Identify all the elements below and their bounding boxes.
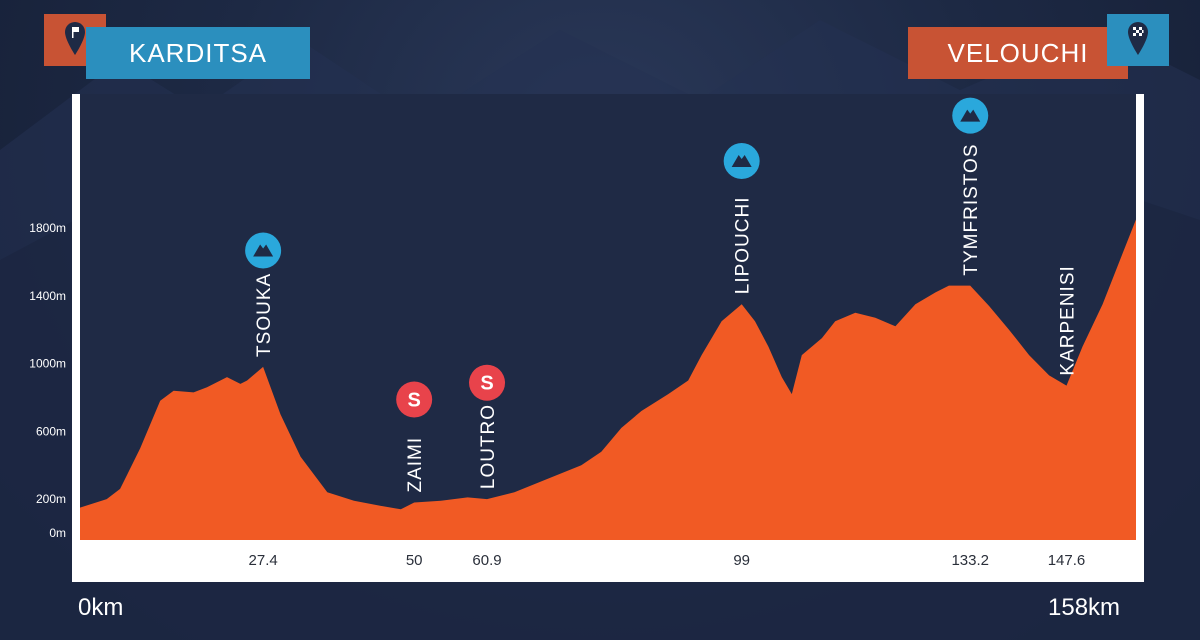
place-label-loutro: LOUTRO xyxy=(478,404,499,489)
sprint-icon xyxy=(469,364,506,401)
finish-town-label: VELOUCHI xyxy=(908,27,1128,79)
y-tick-label: 0m xyxy=(49,526,66,540)
mountain-icon xyxy=(731,155,752,168)
sprint-icon xyxy=(396,381,433,418)
place-label-zaimi: ZAIMI xyxy=(405,437,426,493)
start-distance-label: 0km xyxy=(78,594,124,621)
mountain-icon xyxy=(960,109,981,122)
x-tick-label: 147.6 xyxy=(1048,552,1086,569)
x-tick-label: 50 xyxy=(406,552,423,569)
x-tick-label: 27.4 xyxy=(249,552,278,569)
x-tick-label: 99 xyxy=(733,552,750,569)
place-label-karpenisi: KARPENISI xyxy=(1057,265,1078,375)
start-town-label: KARDITSA xyxy=(86,27,310,79)
y-tick-label: 200m xyxy=(36,492,66,506)
sprint-icon-letter: S xyxy=(480,373,493,395)
place-label-lipouchi: LIPOUCHI xyxy=(733,197,754,295)
start-flag-icon xyxy=(65,22,85,55)
elevation-profile-area xyxy=(80,219,1136,540)
y-tick-label: 1000m xyxy=(29,357,66,371)
y-tick-label: 1800m xyxy=(29,221,66,235)
finish-checkered-flag-icon xyxy=(1128,22,1148,55)
finish-distance-label: 158km xyxy=(1048,594,1121,621)
x-tick-label: 133.2 xyxy=(951,552,989,569)
sprint-icon-letter: S xyxy=(408,390,421,412)
mountain-icon xyxy=(253,244,274,257)
y-tick-label: 600m xyxy=(36,424,66,438)
y-tick-label: 1400m xyxy=(29,289,66,303)
place-label-tsouka: TSOUKA xyxy=(254,273,275,357)
x-tick-label: 60.9 xyxy=(472,552,501,569)
place-label-tymfristos: TYMFRISTOS xyxy=(961,144,982,276)
finish-badge xyxy=(1107,14,1169,66)
